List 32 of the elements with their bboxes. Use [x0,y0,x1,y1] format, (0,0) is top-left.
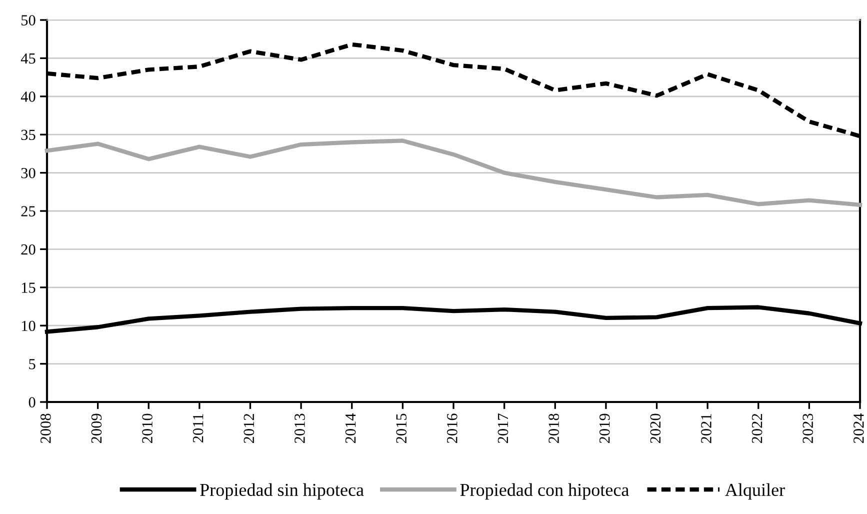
y-tick-label: 20 [21,244,36,255]
x-tick-label: 2015 [396,414,407,443]
x-tick-label: 2009 [91,414,102,443]
x-tick-label: 2014 [345,413,356,443]
x-tick-label: 2012 [244,414,254,443]
x-tick-label: 2024 [854,413,864,443]
x-tick-label: 2022 [752,414,762,443]
y-tick-label: 10 [22,320,36,332]
x-tick-label: 2023 [802,414,814,443]
legend-label: Propiedad sin hipoteca [200,483,364,500]
y-tick-label: 40 [20,92,36,102]
x-tick-label: 2010 [142,414,152,443]
x-tick-label: 2019 [599,414,610,443]
y-tick-label: 50 [22,15,36,26]
x-tick-label: 2008 [40,414,51,443]
x-tick-label: 2021 [701,414,712,443]
y-tick-label: 45 [20,53,36,64]
x-tick-label: 2016 [447,414,458,443]
x-tick-label: 2020 [650,414,661,443]
x-tick-label: 2013 [294,414,305,443]
x-tick-label: 2011 [192,414,204,442]
x-tick-label: 2018 [548,414,559,443]
y-tick-label: 30 [21,168,36,178]
legend-label: Propiedad con hipoteca [460,483,629,500]
y-tick-label: 25 [21,206,36,216]
y-tick-label: 5 [29,359,36,370]
x-tick-label: 2017 [498,414,508,443]
y-tick-label: 35 [21,130,36,140]
y-tick-label: 15 [22,282,36,293]
y-tick-label: 0 [28,397,36,408]
legend-label: Alquiler [725,483,785,500]
line-series [44,138,862,207]
